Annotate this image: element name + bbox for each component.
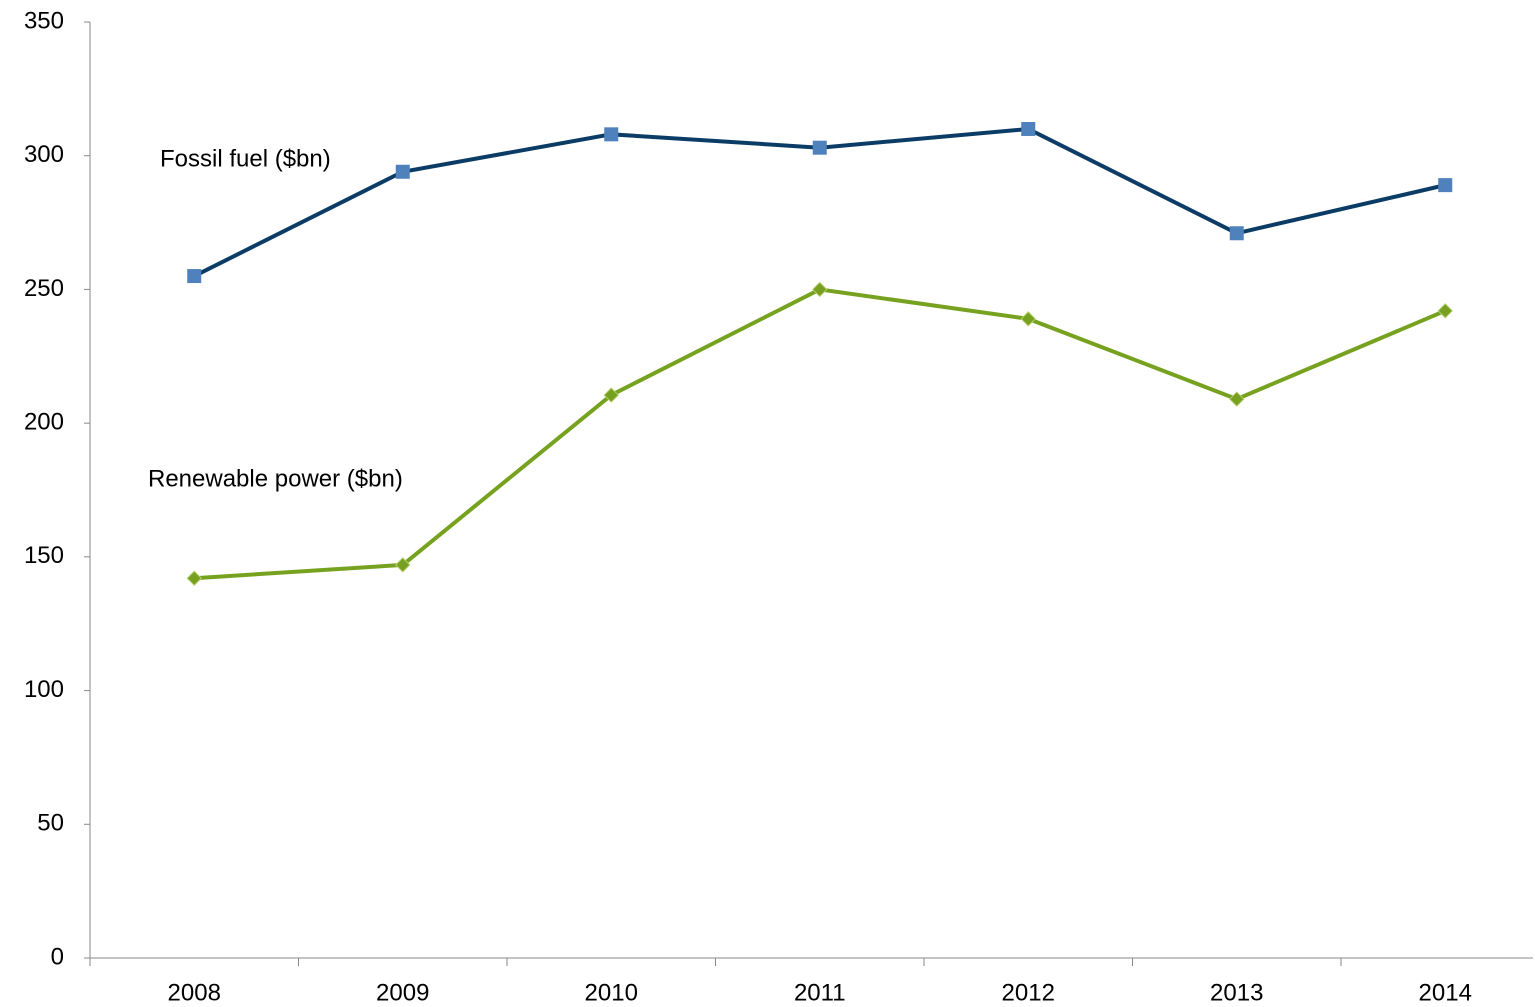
y-tick-label: 100	[24, 676, 64, 703]
marker	[186, 570, 202, 586]
marker	[812, 140, 827, 155]
series-line	[194, 287, 1447, 581]
x-tick-label: 2008	[168, 979, 221, 1006]
x-tick-label: 2014	[1419, 979, 1472, 1006]
y-tick-label: 0	[51, 943, 64, 970]
marker	[1020, 311, 1036, 327]
marker	[395, 164, 410, 179]
y-tick-label: 300	[24, 141, 64, 168]
marker	[812, 281, 828, 298]
marker	[604, 127, 619, 142]
marker	[1438, 178, 1453, 193]
marker	[603, 387, 619, 403]
x-tick-label: 2012	[1002, 979, 1055, 1006]
marker	[1021, 121, 1036, 136]
x-tick-label: 2011	[794, 979, 846, 1006]
series-label: Renewable power ($bn)	[148, 465, 403, 492]
y-tick-label: 200	[24, 408, 64, 435]
x-tick-label: 2009	[376, 979, 429, 1006]
y-tick-label: 150	[24, 542, 64, 569]
marker	[187, 269, 202, 284]
marker	[395, 557, 411, 573]
y-tick-label: 350	[24, 7, 64, 34]
marker	[1229, 226, 1244, 241]
series-label: Fossil fuel ($bn)	[160, 145, 331, 172]
y-tick-label: 250	[24, 275, 64, 302]
y-tick-label: 50	[37, 810, 64, 837]
marker	[1229, 391, 1245, 407]
x-tick-label: 2010	[585, 979, 638, 1006]
x-tick-label: 2013	[1210, 979, 1263, 1006]
marker	[1437, 303, 1453, 319]
